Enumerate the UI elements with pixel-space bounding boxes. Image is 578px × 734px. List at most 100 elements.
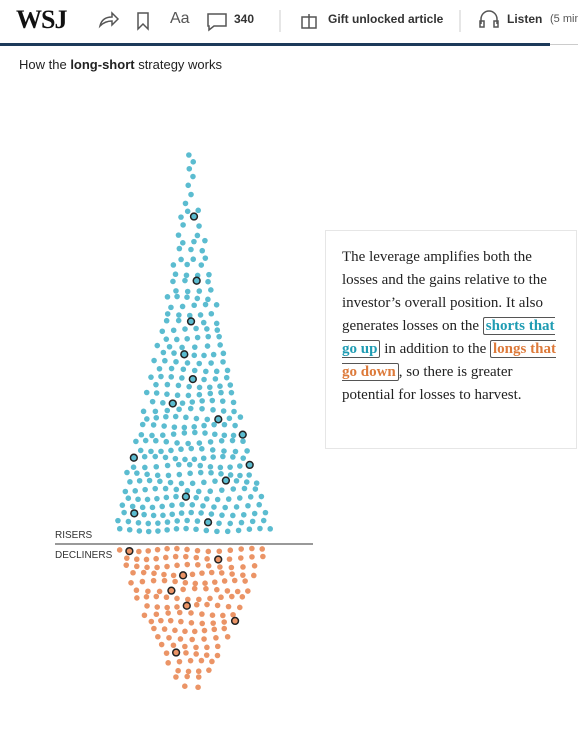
stock-dot xyxy=(191,424,197,430)
stock-dot xyxy=(201,352,207,359)
stock-dot xyxy=(224,633,231,640)
stock-dot xyxy=(145,520,152,527)
stock-dot xyxy=(224,588,231,594)
stock-dot xyxy=(144,471,150,478)
stock-dot xyxy=(173,358,179,365)
stock-dot xyxy=(174,545,180,552)
stock-dot xyxy=(173,674,179,680)
stock-dot xyxy=(204,326,210,332)
font-button[interactable]: Aa xyxy=(170,10,190,27)
stock-dot xyxy=(161,571,167,578)
stock-dot xyxy=(212,431,218,438)
stock-dot xyxy=(116,547,123,553)
stock-dot xyxy=(243,479,250,485)
stock-dot xyxy=(245,460,254,470)
stock-dot xyxy=(124,555,130,561)
stock-dot xyxy=(214,643,221,650)
stock-dot xyxy=(164,527,170,533)
stock-dot xyxy=(217,342,223,348)
stock-dot xyxy=(152,453,159,460)
stock-dot xyxy=(143,556,150,563)
stock-dot xyxy=(191,344,198,350)
stock-dot xyxy=(184,208,191,215)
stock-dot xyxy=(218,470,224,477)
stock-dot xyxy=(166,634,172,641)
stock-dot xyxy=(194,295,201,302)
stock-dot xyxy=(193,601,200,608)
stock-dot xyxy=(182,628,188,635)
gift-button[interactable]: Gift unlocked article xyxy=(328,12,444,26)
stock-dot xyxy=(170,327,177,334)
stock-dot xyxy=(178,256,184,263)
stock-dot xyxy=(153,593,160,600)
stock-dot xyxy=(229,593,235,600)
stock-dot xyxy=(164,311,171,317)
listen-button[interactable]: Listen xyxy=(507,12,543,26)
stock-dot xyxy=(154,495,160,502)
comment-count[interactable]: 340 xyxy=(234,12,255,26)
stock-dot xyxy=(159,432,166,438)
stock-dot xyxy=(203,368,209,375)
stock-dot xyxy=(257,525,263,532)
icons xyxy=(301,10,461,32)
stock-dot xyxy=(207,390,214,397)
stock-dot xyxy=(237,414,244,420)
stock-dot xyxy=(233,504,240,510)
bookmark-icon[interactable] xyxy=(137,12,149,31)
stock-dot xyxy=(229,571,235,577)
stock-dot xyxy=(207,488,214,495)
comment-icon[interactable] xyxy=(207,13,227,32)
stock-dot xyxy=(193,554,200,561)
stock-dot xyxy=(213,368,220,375)
stock-dot xyxy=(196,288,203,294)
stock-dot xyxy=(236,495,243,501)
stock-dot xyxy=(217,464,224,471)
stock-dot xyxy=(225,603,232,610)
stock-dot xyxy=(196,596,202,603)
stock-dot xyxy=(218,570,225,576)
stock-dot xyxy=(183,650,189,656)
stock-dot xyxy=(130,509,139,518)
stock-dot xyxy=(163,494,170,501)
share-icon[interactable] xyxy=(98,11,120,29)
stock-dot xyxy=(202,255,209,261)
stock-dot xyxy=(174,293,180,300)
stock-dot xyxy=(182,326,188,332)
stock-dot xyxy=(145,528,152,535)
stock-dot xyxy=(173,288,179,294)
stock-dot xyxy=(164,381,171,388)
stock-dot xyxy=(124,469,130,476)
stock-dot xyxy=(208,287,214,293)
stock-dot xyxy=(168,365,175,372)
stock-dot xyxy=(195,684,201,691)
stock-dot xyxy=(209,447,216,453)
stock-dot xyxy=(228,389,235,396)
stock-dot xyxy=(241,485,248,492)
stock-dot xyxy=(190,173,196,180)
stock-dot xyxy=(209,612,216,618)
stock-dot xyxy=(182,456,188,463)
stock-dot xyxy=(203,652,210,658)
stock-dot xyxy=(188,374,197,384)
stock-dot xyxy=(251,572,257,579)
stock-dot xyxy=(175,461,182,468)
logo[interactable]: WSJ xyxy=(16,5,67,34)
stock-dot xyxy=(133,587,140,594)
stock-dot xyxy=(174,595,180,602)
stock-dot xyxy=(169,502,175,509)
stock-dot xyxy=(176,658,183,665)
stock-dot xyxy=(135,496,141,503)
stock-dot xyxy=(192,580,199,587)
stock-dot xyxy=(231,577,238,584)
stock-dot xyxy=(185,182,192,189)
stock-dot xyxy=(150,512,157,519)
stock-dot xyxy=(233,478,240,484)
headphones-icon[interactable] xyxy=(478,9,500,31)
stock-dot xyxy=(216,548,223,555)
stock-dot xyxy=(178,214,184,220)
stock-dot xyxy=(179,501,185,508)
stock-dot xyxy=(176,406,182,413)
stock-dot xyxy=(178,571,188,580)
stock-dot xyxy=(235,527,242,534)
stock-dot xyxy=(199,446,205,452)
